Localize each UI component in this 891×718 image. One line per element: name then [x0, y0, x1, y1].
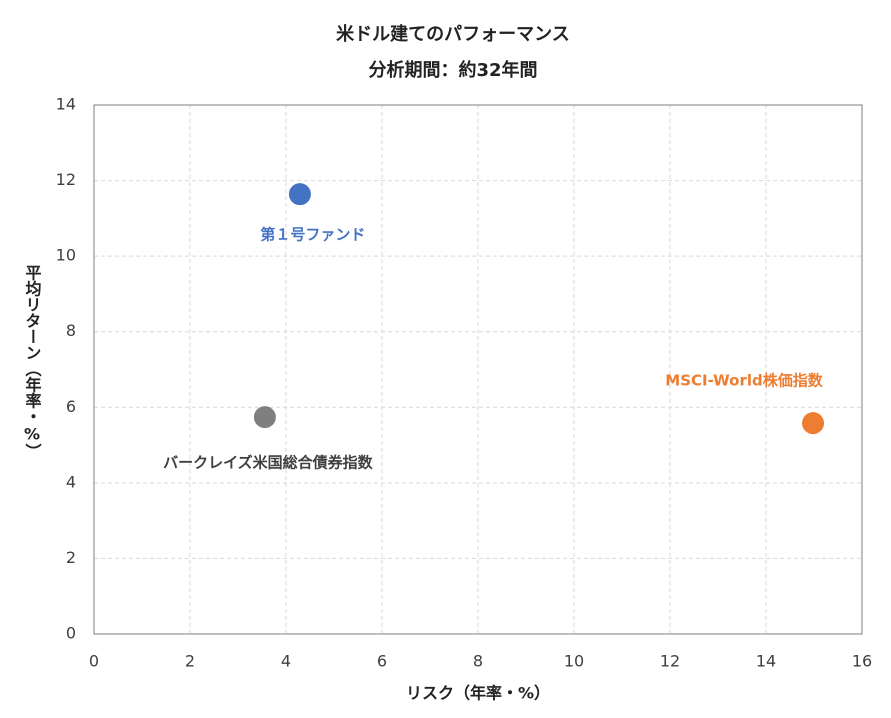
- point: [288, 183, 311, 206]
- y-tick-label: 0: [66, 624, 76, 643]
- x-tick-label: 0: [89, 652, 99, 671]
- point: [802, 412, 825, 435]
- y-axis-label: 平均リターン（年率・%）: [23, 265, 42, 460]
- y-tick-label: 14: [56, 95, 76, 114]
- x-axis-label: リスク（年率・%）: [406, 684, 550, 703]
- y-tick-label: 8: [66, 321, 76, 340]
- y-tick-label: 12: [56, 170, 76, 189]
- x-tick-label: 2: [185, 652, 195, 671]
- y-tick-label: 4: [66, 472, 76, 491]
- x-tick-label: 12: [660, 652, 680, 671]
- x-tick-label: 4: [281, 652, 291, 671]
- chart-title: 米ドル建てのパフォーマンス: [336, 23, 570, 45]
- y-tick-label: 2: [66, 548, 76, 567]
- y-tick-label: 6: [66, 397, 76, 416]
- plot-border: [93, 104, 863, 635]
- y-tick-label: 10: [56, 246, 76, 265]
- point-label: 第１号ファンド: [260, 226, 365, 244]
- x-tick-label: 10: [564, 652, 584, 671]
- x-tick-label: 16: [852, 652, 872, 671]
- x-tick-label: 14: [756, 652, 776, 671]
- point: [253, 406, 276, 429]
- point-label: MSCI-World株価指数: [665, 372, 823, 390]
- point-label: バークレイズ米国総合債券指数: [163, 454, 374, 472]
- x-tick-label: 8: [473, 652, 483, 671]
- x-tick-label: 6: [377, 652, 387, 671]
- chart-subtitle: 分析期間：約32年間: [368, 59, 537, 81]
